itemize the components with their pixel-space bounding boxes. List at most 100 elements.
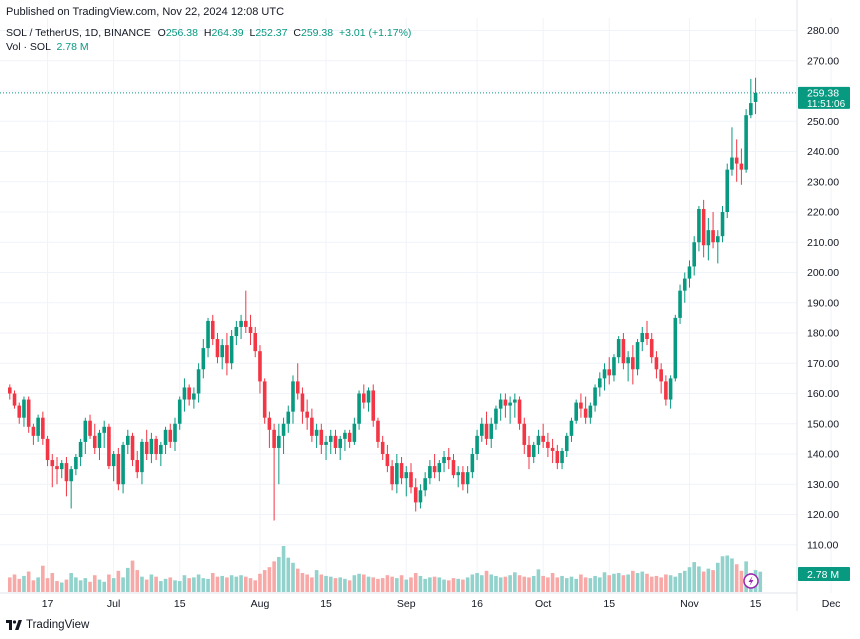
candle-body [437, 463, 442, 473]
candle-body [659, 369, 663, 382]
volume-bar [716, 562, 720, 592]
volume-bar [645, 573, 649, 592]
volume-bar [319, 574, 324, 592]
volume-bar [536, 569, 541, 592]
volume-bar [697, 566, 701, 592]
volume-bar [97, 579, 102, 592]
candle-body [475, 435, 479, 454]
candle-body [177, 399, 182, 424]
lightning-icon-bolt [748, 576, 754, 586]
last-price-badge [798, 86, 850, 109]
candle-body [395, 463, 399, 485]
candle-body [560, 450, 564, 464]
candle-body [229, 336, 234, 364]
candle-body [159, 444, 163, 454]
volume-bar [107, 574, 111, 592]
time-tick-label: 17 [42, 598, 54, 610]
time-axis[interactable]: 17 Jul 15 Aug 15 Sep 16 Oct 15 Nov 15 Dec [42, 598, 841, 610]
candle-body [78, 441, 83, 458]
volume-bar [41, 565, 45, 592]
candle-body [546, 441, 550, 448]
volume-bar [527, 577, 531, 592]
candle-body [347, 432, 352, 442]
volume-bar [83, 578, 88, 592]
candle-body [149, 438, 154, 454]
candle-body [154, 438, 158, 454]
price-tick-label: 200.00 [807, 267, 839, 279]
change-value: +3.01 (+1.17%) [339, 27, 412, 39]
price-tick-label: 130.00 [807, 479, 839, 491]
volume-bar [220, 575, 224, 592]
volume-bar [59, 582, 64, 592]
candle-body [225, 345, 229, 364]
candle-body [701, 208, 706, 246]
volume-bar [598, 577, 602, 592]
volume-bar [413, 573, 418, 592]
candle-body [22, 399, 26, 418]
volume-bar [385, 575, 390, 592]
candle-body [338, 438, 342, 448]
candle-body [324, 441, 328, 445]
price-axis[interactable]: 280.00270.00260.00250.00240.00230.00220.… [807, 25, 839, 551]
candle-body [333, 435, 338, 448]
candle-body [201, 348, 206, 370]
volume-bar [621, 575, 626, 592]
candle-body [631, 357, 635, 370]
candle-body [720, 212, 725, 237]
candle-body [69, 469, 73, 482]
candle-body [295, 381, 300, 394]
volume-value: 2.78 M [56, 41, 89, 53]
candle-body [517, 399, 522, 424]
price-tick-label: 250.00 [807, 116, 839, 128]
volume-bar [310, 577, 314, 592]
volume-bar [437, 577, 442, 592]
lightning-icon [743, 573, 759, 589]
candle-body [248, 326, 253, 333]
candle-body [706, 230, 711, 246]
candle-body [725, 169, 730, 212]
candle-body [550, 447, 555, 451]
volume-bar [446, 580, 451, 592]
volume-bar [564, 578, 569, 592]
candle-body [380, 441, 385, 454]
candle-body [196, 369, 201, 394]
tradingview-footer[interactable]: TradingView [6, 619, 89, 631]
price-tick-label: 170.00 [807, 358, 839, 370]
candle-body [17, 405, 22, 418]
volume-bar [281, 546, 286, 592]
volume-bar [168, 577, 173, 592]
volume-bar [111, 578, 116, 592]
open-value: 256.38 [165, 27, 198, 39]
candle-body [593, 387, 597, 406]
volume-bar [508, 575, 512, 592]
volume-bar [725, 555, 730, 592]
time-tick-label: Sep [397, 598, 416, 610]
volume-bar [177, 581, 182, 592]
candle-body [144, 441, 149, 454]
candle-body [64, 463, 69, 482]
candle-body [413, 487, 418, 503]
volume-bar [692, 562, 696, 592]
candle-body [423, 478, 427, 491]
candle-body [418, 490, 423, 503]
price-tick-label: 230.00 [807, 176, 839, 188]
volume-bar [418, 575, 423, 592]
candle-body [489, 423, 494, 439]
candle-body [55, 466, 59, 470]
candle-body [536, 435, 541, 445]
volume-bar [531, 575, 536, 592]
price-tick-label: 110.00 [807, 539, 838, 551]
volume-bar [451, 578, 456, 592]
tradingview-brand: TradingView [26, 619, 90, 631]
volume-bar [480, 575, 484, 592]
volume-bar [607, 575, 612, 592]
candle-body [682, 278, 687, 291]
volume-bar [300, 573, 305, 592]
volume-bar [314, 570, 319, 592]
candle-body [305, 411, 309, 418]
volume-bar [144, 579, 149, 592]
candle-body [210, 320, 215, 340]
volume-bar [248, 578, 253, 592]
candle-body [97, 432, 102, 448]
